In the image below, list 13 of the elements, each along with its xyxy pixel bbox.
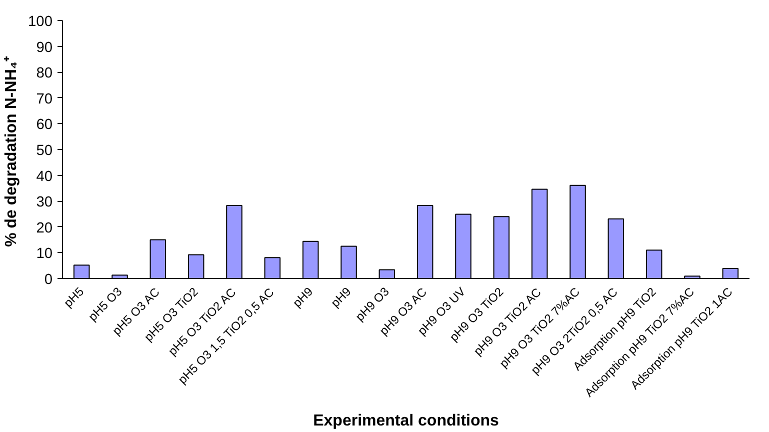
y-tick-label: 10 xyxy=(36,246,53,262)
y-tick-label: 80 xyxy=(36,66,53,82)
y-tick-label: 50 xyxy=(36,143,53,159)
y-tick-label: 30 xyxy=(36,194,53,211)
y-tick-label: 60 xyxy=(36,117,53,134)
y-tick-label: 100 xyxy=(28,14,53,30)
y-tick-label: 40 xyxy=(36,168,53,185)
y-tick-label: 0 xyxy=(44,272,53,288)
y-axis-title: % de degradation N-NH₄⁺ xyxy=(3,56,20,247)
y-tick-label: 70 xyxy=(36,91,53,108)
y-tick-label: 20 xyxy=(36,220,53,236)
x-axis-title: Experimental conditions xyxy=(313,412,500,430)
y-tick-label: 90 xyxy=(36,40,53,56)
